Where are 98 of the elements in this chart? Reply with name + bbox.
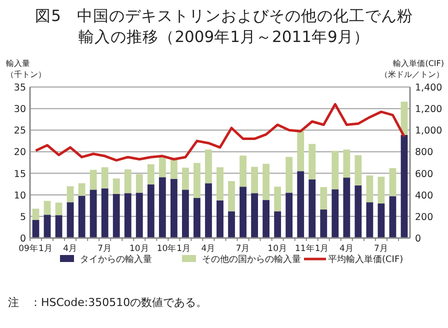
x-tick-label: 7月 — [374, 244, 388, 254]
bar — [354, 185, 362, 238]
y2-tick-label: 1,000 — [415, 126, 442, 137]
bar — [147, 164, 154, 185]
bar — [400, 134, 408, 238]
legend-label: その他の国からの輸入量 — [202, 254, 301, 265]
y-tick-label: 20 — [14, 147, 26, 158]
bar — [274, 186, 282, 212]
bar — [66, 202, 74, 238]
bar — [182, 190, 189, 238]
x-tick-label: 7月 — [236, 244, 250, 254]
bar — [343, 178, 350, 238]
bar — [251, 193, 258, 238]
bar — [320, 187, 328, 210]
x-tick-label: 10年1月 — [156, 243, 192, 254]
y2-tick-label: 200 — [415, 212, 434, 223]
y-tick-label: 5 — [20, 212, 26, 223]
bar — [66, 186, 74, 202]
y2-tick-label: 1,200 — [415, 104, 442, 116]
bar — [78, 196, 86, 238]
chart-title: 図5 中国のデキストリンおよびその他の化工でん粉輸入の推移（2009年1月～2011年9月） — [35, 7, 413, 46]
bar — [32, 208, 40, 220]
bar — [251, 166, 258, 194]
bar — [308, 144, 316, 180]
bar — [44, 214, 51, 238]
bar — [205, 183, 212, 238]
bar — [308, 179, 316, 238]
bar — [78, 183, 86, 196]
bar — [44, 200, 51, 215]
bar — [205, 150, 212, 184]
bar — [378, 176, 385, 204]
bar — [101, 188, 108, 238]
x-tick-label: 10月 — [268, 244, 288, 254]
bar — [389, 168, 396, 196]
x-tick-label: 7月 — [98, 244, 112, 254]
y-axis-title: 輸入量（千トン） — [6, 59, 46, 79]
bar — [112, 194, 120, 238]
bar — [147, 184, 154, 238]
bar — [32, 220, 40, 238]
y2-tick-label: 400 — [415, 190, 434, 202]
bar — [90, 170, 97, 190]
bar — [136, 174, 143, 193]
y-tick-label: 10 — [14, 190, 26, 202]
bar — [366, 175, 374, 202]
x-tick-label: 10月 — [129, 244, 150, 254]
text: 注 ：HSCode:350510の数値である。 — [8, 296, 208, 309]
bar — [343, 150, 350, 178]
y2-tick-label: 800 — [415, 147, 434, 158]
x-tick-label: 4月 — [339, 244, 354, 254]
bar — [320, 210, 328, 238]
bar — [170, 178, 178, 238]
bar — [194, 162, 200, 198]
y2-tick-label: 600 — [415, 168, 434, 180]
bar — [262, 164, 270, 200]
bar — [366, 202, 374, 238]
bar — [55, 215, 62, 238]
bar — [124, 169, 132, 194]
x-tick-label: 11年1月 — [295, 243, 330, 254]
y-tick-label: 0 — [20, 234, 26, 244]
legend-label: タイからの輸入量 — [80, 254, 152, 265]
bar — [240, 156, 246, 187]
bar — [286, 192, 293, 238]
bar — [55, 202, 62, 216]
bar — [124, 193, 132, 238]
y2-axis-title: 輸入単価(CIF)（米ドル／トン） — [380, 59, 444, 79]
bar — [286, 156, 293, 193]
bar — [297, 131, 304, 172]
y-tick-label: 15 — [14, 168, 26, 180]
bar — [158, 177, 166, 238]
bar — [354, 155, 362, 186]
bar — [274, 211, 282, 238]
bar — [262, 200, 270, 238]
legend-label: 平均輸入単価(CIF) — [328, 254, 404, 265]
bar — [112, 178, 120, 194]
bar — [332, 150, 339, 190]
bar — [194, 198, 200, 238]
bar — [101, 167, 108, 188]
bar — [332, 189, 339, 238]
y-tick-label: 35 — [14, 82, 26, 94]
bar — [216, 167, 224, 200]
bar — [90, 190, 97, 238]
bar — [228, 181, 235, 212]
bar — [240, 186, 246, 238]
bar — [297, 171, 304, 238]
bar — [170, 158, 178, 179]
y2-tick-label: 0 — [415, 234, 422, 244]
y-tick-label: 30 — [14, 104, 26, 116]
x-tick-label: 4月 — [201, 244, 216, 254]
y2-tick-label: 1,400 — [415, 82, 442, 94]
bar — [378, 203, 385, 238]
x-tick-label: 09年1月 — [18, 243, 53, 254]
bar — [216, 200, 224, 238]
bar — [228, 211, 235, 238]
y-tick-label: 25 — [14, 126, 26, 137]
bar — [182, 168, 189, 190]
x-tick-label: 4月 — [63, 244, 78, 254]
bar — [136, 192, 143, 238]
bar — [389, 196, 396, 238]
